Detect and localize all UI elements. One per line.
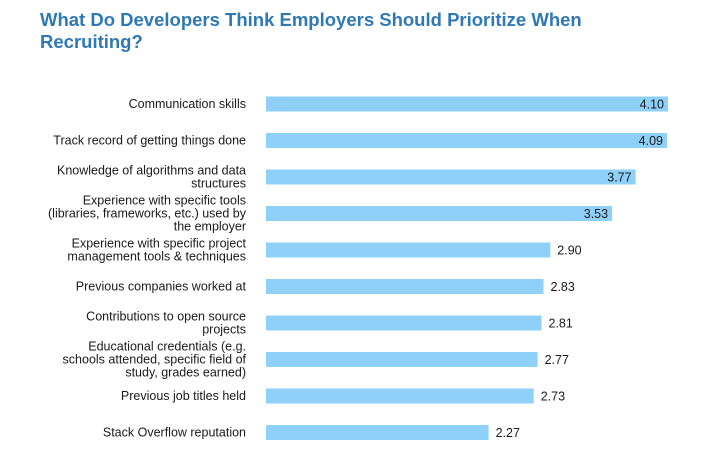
value-label-9: 2.27 [496, 426, 520, 440]
category-label-8: Previous job titles held [121, 389, 246, 403]
bar-8 [266, 388, 534, 404]
category-label-2: Knowledge of algorithms and data structur… [57, 164, 246, 191]
value-label-3: 3.53 [584, 207, 608, 221]
bar-9 [266, 425, 489, 440]
bar-7 [266, 352, 538, 367]
category-label-4: Experience with specific project manageme… [67, 237, 246, 264]
category-label-7: Educational credentials (e.g. schools att… [63, 340, 247, 380]
bar-0 [266, 96, 668, 112]
bar-5 [266, 279, 544, 294]
bar-1 [266, 133, 667, 148]
value-label-6: 2.81 [549, 317, 573, 331]
value-label-4: 2.90 [557, 244, 581, 258]
bar-6 [266, 315, 542, 331]
category-label-9: Stack Overflow reputation [103, 426, 246, 440]
value-label-5: 2.83 [551, 280, 575, 294]
value-label-0: 4.10 [640, 98, 664, 112]
bar-3 [266, 206, 613, 221]
value-label-1: 4.09 [639, 134, 663, 148]
category-label-5: Previous companies worked at [76, 280, 247, 294]
category-label-1: Track record of getting things done [53, 134, 246, 148]
bar-4 [266, 242, 551, 258]
bar-2 [266, 169, 636, 185]
value-label-8: 2.73 [541, 390, 565, 404]
category-label-3: Experience with specific tools (libraries… [48, 194, 247, 234]
category-label-0: Communication skills [129, 97, 246, 111]
value-label-7: 2.77 [545, 353, 569, 367]
chart-title: What Do Developers Think Employers Shoul… [40, 9, 582, 52]
category-label-6: Contributions to open source projects [86, 310, 246, 337]
value-label-2: 3.77 [607, 171, 631, 185]
